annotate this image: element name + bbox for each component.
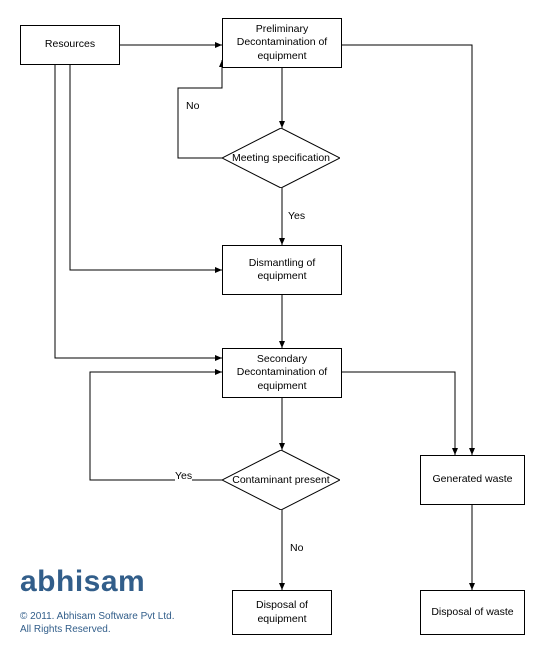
node-preliminary-decon: Preliminary Decontamination of equipment: [222, 18, 342, 68]
edge-meeting_no: [178, 60, 222, 158]
edge-sec_waste: [342, 372, 455, 455]
edge-label-contam_yes: Yes: [175, 470, 192, 482]
node-label: Generated waste: [433, 473, 513, 486]
node-label: Dismantling of equipment: [227, 257, 337, 283]
node-disposal-equipment: Disposal of equipment: [232, 590, 332, 635]
node-label: Secondary Decontamination of equipment: [227, 353, 337, 392]
node-label: Contaminant present: [232, 474, 329, 487]
copyright-line1: © 2011. Abhisam Software Pvt Ltd.: [20, 611, 175, 622]
logo-text: abhisam: [20, 565, 145, 599]
node-label: Disposal of equipment: [237, 599, 327, 625]
node-label: Resources: [45, 38, 95, 51]
node-secondary-decon: Secondary Decontamination of equipment: [222, 348, 342, 398]
node-label: Meeting specification: [232, 152, 330, 165]
node-resources: Resources: [20, 25, 120, 65]
edge-label-contam_no: No: [290, 542, 303, 554]
node-meeting-spec: Meeting specification: [222, 128, 340, 188]
edge-contam_yes: [90, 372, 222, 480]
edges-layer: [0, 0, 552, 652]
edge-prelim_waste: [342, 45, 472, 455]
edge-label-meeting_yes: Yes: [288, 210, 305, 222]
node-dismantling: Dismantling of equipment: [222, 245, 342, 295]
flowchart-canvas: Resources Preliminary Decontamination of…: [0, 0, 552, 652]
edge-res_dismantle: [70, 65, 222, 270]
edge-label-meeting_no: No: [186, 100, 199, 112]
node-label: Disposal of waste: [431, 606, 513, 619]
node-generated-waste: Generated waste: [420, 455, 525, 505]
copyright-text: © 2011. Abhisam Software Pvt Ltd. All Ri…: [20, 610, 175, 636]
node-contaminant-present: Contaminant present: [222, 450, 340, 510]
copyright-line2: All Rights Reserved.: [20, 624, 111, 635]
node-disposal-waste: Disposal of waste: [420, 590, 525, 635]
node-label: Preliminary Decontamination of equipment: [227, 23, 337, 62]
